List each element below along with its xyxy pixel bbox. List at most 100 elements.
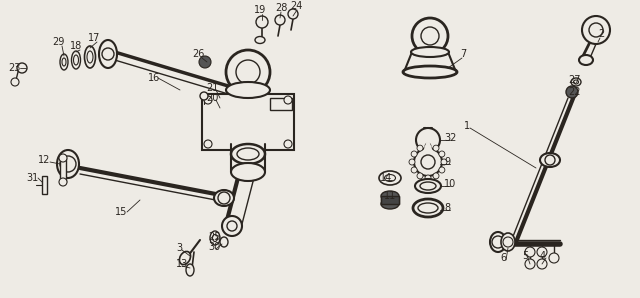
Ellipse shape (179, 252, 191, 265)
Ellipse shape (210, 231, 220, 245)
Ellipse shape (226, 82, 270, 98)
Circle shape (525, 259, 535, 269)
Ellipse shape (186, 264, 194, 276)
Ellipse shape (214, 190, 234, 206)
Circle shape (433, 145, 439, 151)
Ellipse shape (490, 232, 506, 252)
Ellipse shape (255, 36, 265, 44)
Ellipse shape (411, 47, 449, 57)
Circle shape (525, 247, 535, 257)
Text: 9: 9 (444, 157, 450, 167)
Text: 7: 7 (460, 49, 467, 59)
Text: 27: 27 (568, 75, 580, 85)
Circle shape (582, 16, 610, 44)
Circle shape (503, 237, 513, 247)
Circle shape (414, 148, 442, 176)
Text: 20: 20 (206, 93, 218, 103)
Circle shape (102, 48, 114, 60)
Ellipse shape (60, 54, 68, 70)
Circle shape (425, 143, 431, 149)
Ellipse shape (571, 78, 581, 86)
Text: 29: 29 (52, 37, 65, 47)
Text: 12: 12 (38, 155, 51, 165)
Ellipse shape (418, 203, 438, 213)
Ellipse shape (413, 199, 443, 217)
Ellipse shape (87, 51, 93, 63)
Text: 10: 10 (444, 179, 456, 189)
Text: 16: 16 (148, 73, 160, 83)
Ellipse shape (62, 58, 66, 66)
Text: 31: 31 (26, 173, 38, 183)
Ellipse shape (385, 175, 396, 181)
Circle shape (227, 221, 237, 231)
Text: 19: 19 (254, 5, 266, 15)
Text: 14: 14 (380, 173, 392, 183)
Text: 1: 1 (464, 121, 470, 131)
Circle shape (492, 236, 504, 248)
Circle shape (199, 56, 211, 68)
Ellipse shape (99, 40, 117, 68)
Circle shape (226, 50, 270, 94)
Ellipse shape (57, 150, 79, 178)
Text: 4: 4 (540, 251, 546, 261)
Circle shape (411, 151, 417, 157)
Bar (381, 196, 399, 204)
Ellipse shape (381, 191, 399, 201)
Text: 2: 2 (598, 29, 604, 39)
Wedge shape (424, 140, 433, 153)
Ellipse shape (420, 182, 436, 190)
Ellipse shape (540, 153, 560, 167)
Circle shape (204, 140, 212, 148)
Circle shape (284, 140, 292, 148)
Circle shape (417, 145, 423, 151)
Circle shape (441, 159, 447, 165)
Text: 8: 8 (444, 203, 450, 213)
Ellipse shape (237, 148, 259, 160)
Circle shape (421, 155, 435, 169)
Circle shape (256, 16, 268, 28)
Ellipse shape (231, 163, 265, 181)
Text: 5: 5 (522, 251, 528, 261)
Circle shape (545, 155, 555, 165)
Circle shape (439, 151, 445, 157)
Circle shape (411, 167, 417, 173)
Ellipse shape (212, 235, 218, 241)
Text: 24: 24 (290, 1, 302, 11)
Bar (42, 176, 47, 194)
Ellipse shape (501, 233, 515, 251)
Text: 23: 23 (8, 63, 20, 73)
Ellipse shape (403, 66, 457, 78)
Circle shape (421, 27, 439, 45)
Circle shape (59, 154, 67, 162)
Circle shape (59, 178, 67, 186)
Text: 11: 11 (384, 191, 396, 201)
Circle shape (236, 60, 260, 84)
Circle shape (425, 175, 431, 181)
Ellipse shape (72, 51, 81, 69)
Text: 32: 32 (444, 133, 456, 143)
Circle shape (417, 173, 423, 179)
Text: 18: 18 (70, 41, 83, 51)
Ellipse shape (573, 80, 579, 84)
Circle shape (204, 96, 212, 104)
Text: 3: 3 (176, 243, 182, 253)
Text: 13: 13 (176, 259, 188, 269)
Bar (202, 94, 294, 150)
Bar (60, 158, 66, 182)
Ellipse shape (379, 171, 401, 185)
Text: 17: 17 (88, 33, 100, 43)
Ellipse shape (74, 55, 79, 65)
Circle shape (275, 15, 285, 25)
Ellipse shape (579, 55, 593, 65)
Circle shape (566, 86, 578, 98)
Ellipse shape (415, 179, 441, 193)
Ellipse shape (84, 46, 95, 68)
Ellipse shape (231, 144, 265, 164)
Circle shape (284, 96, 292, 104)
Text: 28: 28 (275, 3, 287, 13)
Circle shape (60, 156, 76, 172)
Bar (270, 98, 292, 110)
Circle shape (549, 253, 559, 263)
Circle shape (537, 247, 547, 257)
Circle shape (288, 9, 298, 19)
